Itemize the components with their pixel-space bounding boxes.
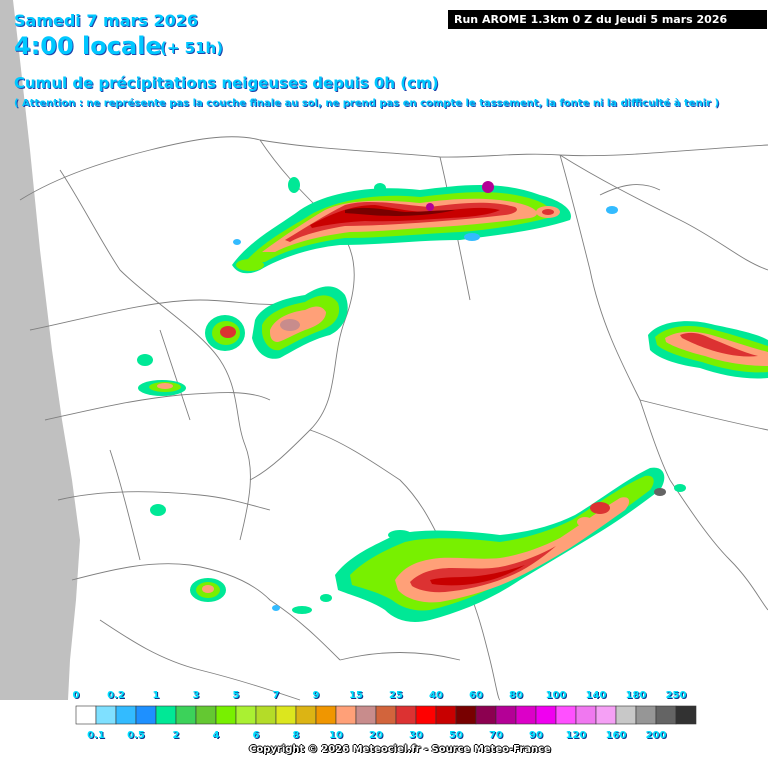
legend-swatch — [135, 705, 157, 725]
legend-swatch — [75, 705, 97, 725]
copyright: Copyright © 2026 Meteociel.fr - Source M… — [249, 744, 551, 755]
legend-swatch — [315, 705, 337, 725]
snow-zone-north — [232, 177, 618, 274]
legend-swatch — [435, 705, 457, 725]
legend-swatch — [115, 705, 137, 725]
legend-swatch — [555, 705, 577, 725]
legend-swatch — [215, 705, 237, 725]
forecast-date: Samedi 7 mars 2026 — [14, 11, 199, 30]
legend-swatch — [595, 705, 617, 725]
forecast-time: 4:00 locale — [14, 32, 162, 60]
legend-swatch — [515, 705, 537, 725]
legend-swatch — [535, 705, 557, 725]
map-warning: ( Attention : ne représente pas la couch… — [14, 98, 720, 109]
legend-swatch — [195, 705, 217, 725]
legend-swatch — [635, 705, 657, 725]
model-run-label: Run AROME 1.3km 0 Z du Jeudi 5 mars 2026 — [448, 10, 767, 29]
snow-zone-south — [190, 467, 686, 622]
legend-swatch — [295, 705, 317, 725]
legend-swatch — [335, 705, 357, 725]
map-subtitle: Cumul de précipitations neigeuses depuis… — [14, 74, 439, 92]
legend-swatch — [235, 705, 257, 725]
legend-swatch — [455, 705, 477, 725]
legend-swatch — [375, 705, 397, 725]
forecast-offset: (+ 51h) — [160, 39, 224, 57]
legend-swatch — [675, 705, 697, 725]
atlantic-sea — [0, 0, 80, 700]
legend-swatch — [655, 705, 677, 725]
legend-color-bar — [75, 705, 697, 725]
legend-swatch — [95, 705, 117, 725]
legend-swatch — [475, 705, 497, 725]
legend-swatch — [155, 705, 177, 725]
legend-swatch — [615, 705, 637, 725]
legend-swatch — [175, 705, 197, 725]
legend-swatch — [255, 705, 277, 725]
borders — [19, 136, 768, 701]
legend-swatch — [495, 705, 517, 725]
legend-swatch — [275, 705, 297, 725]
legend-swatch — [395, 705, 417, 725]
legend-swatch — [415, 705, 437, 725]
legend-swatch — [355, 705, 377, 725]
snow-zone-center-north — [137, 286, 348, 516]
snow-zone-east — [648, 321, 768, 379]
legend-swatch — [575, 705, 597, 725]
